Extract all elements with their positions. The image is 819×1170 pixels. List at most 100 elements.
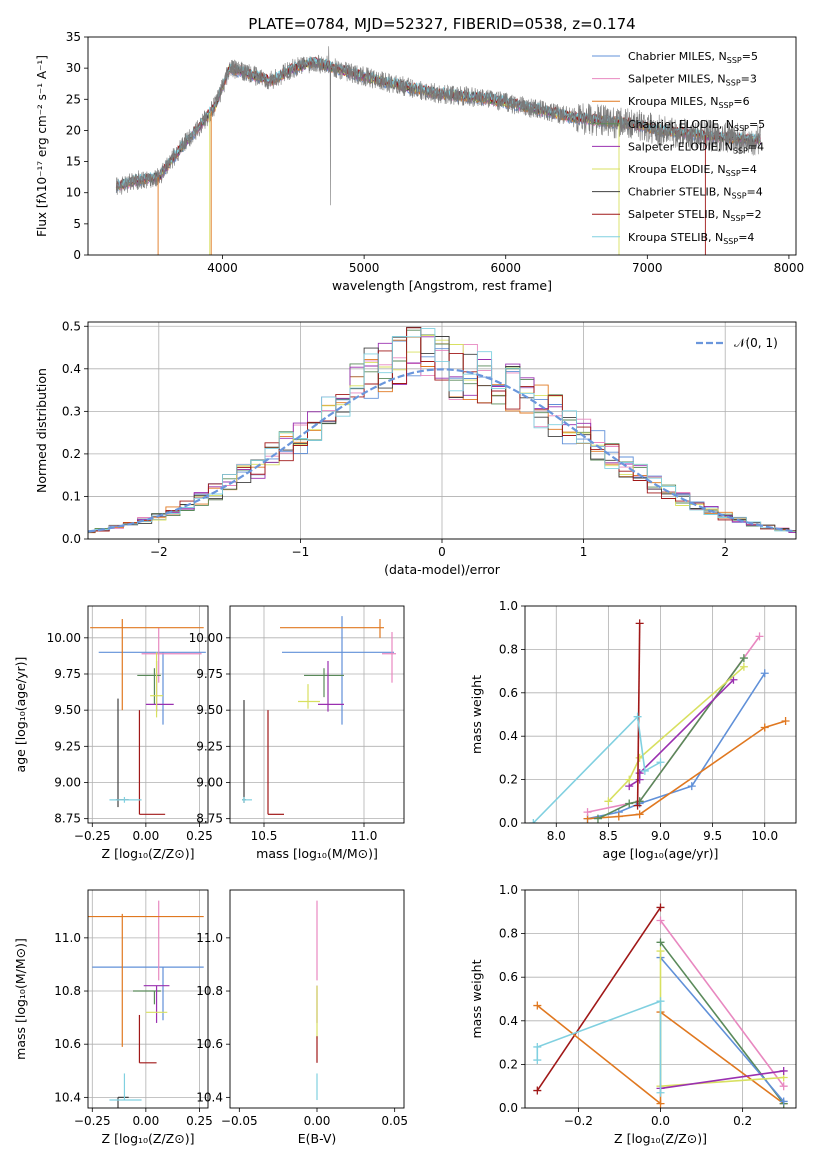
x-axis-label: (data-model)/error xyxy=(384,562,501,577)
weight-line-k_stelib xyxy=(532,714,661,823)
y-tick-label: 0.6 xyxy=(499,686,518,700)
weight-marker-s_elodie xyxy=(729,675,738,684)
weight_vs_Z-axes: −0.2 0.0 0.2 0.0 0.2 0.4 0.6 0.8 1.0 Z [log₁₀(Z/Z… xyxy=(469,883,796,1146)
weight-line-c_miles xyxy=(659,957,785,1103)
weight-marker-c_elodie xyxy=(656,938,665,947)
y-tick-label: 10.4 xyxy=(196,1090,223,1104)
weight-marker-c_miles xyxy=(779,1097,788,1106)
weight_vs_Z-lines xyxy=(533,903,788,1108)
weight-marker-c_elodie xyxy=(625,799,634,808)
histogram-s_miles xyxy=(88,343,796,533)
legend-label-k_miles: Kroupa MILES, NSSP=6 xyxy=(628,95,750,110)
residuals-legend: 𝒩(0, 1) xyxy=(696,336,778,350)
legend-label-k_elodie: Kroupa ELODIE, NSSP=4 xyxy=(628,163,757,178)
weight-marker-k_stelib xyxy=(656,1088,665,1097)
x-tick-label: −1 xyxy=(292,545,310,559)
y-tick-label: 0.3 xyxy=(62,404,81,418)
weight-marker-k_miles xyxy=(656,1099,665,1108)
x-tick-label: 0.25 xyxy=(186,1114,213,1128)
y-tick-label: 10.8 xyxy=(54,984,81,998)
x-tick-label: 6000 xyxy=(490,261,521,275)
spectrum-axes: 4000 5000 6000 7000 8000 0 5 10 15 20 25 30 35 wavele… xyxy=(35,30,804,293)
weight-marker-s_miles xyxy=(755,632,764,641)
y-tick-label: 20 xyxy=(66,123,81,137)
weight-marker-k_miles xyxy=(614,812,623,821)
normal-curve xyxy=(88,368,796,533)
weight-marker-k_miles xyxy=(533,1001,542,1010)
legend-label-c_miles: Chabrier MILES, NSSP=5 xyxy=(628,50,758,65)
weight_vs_age-frame xyxy=(524,605,797,824)
mass_vs_Z-axes: −0.25 0.00 0.25 10.4 10.6 10.8 11.0 Z [log₁₀(Z/… xyxy=(13,890,213,1146)
age_vs_Z-frame xyxy=(87,605,209,824)
x-tick-label: 0.00 xyxy=(304,1114,331,1128)
weight-marker-c_elodie xyxy=(593,814,602,823)
y-tick-label: 30 xyxy=(66,61,81,75)
x-axis-label: wavelength [Angstrom, rest frame] xyxy=(332,278,552,293)
weight-marker-s_miles xyxy=(583,808,592,817)
age_vs_Z-errorbars xyxy=(90,619,206,815)
weight-marker-k_stelib xyxy=(633,712,642,721)
x-tick-label: 4000 xyxy=(207,261,238,275)
mass_vs_Z-errorbars xyxy=(88,900,204,1108)
x-tick-label: 5000 xyxy=(349,261,380,275)
weight-line-c_elodie xyxy=(597,657,745,820)
weight-marker-k_stelib xyxy=(533,1042,542,1051)
x-axis-label: E(B-V) xyxy=(298,1131,337,1146)
weight-marker-s_elodie xyxy=(779,1066,788,1075)
weight-marker-k_elodie xyxy=(635,753,644,762)
weight-marker-s_stelib xyxy=(633,801,642,810)
weight-marker-k_stelib xyxy=(529,819,538,823)
x-tick-label: 0.05 xyxy=(381,1114,408,1128)
spectrum-data xyxy=(116,46,761,206)
y-tick-label: 0.2 xyxy=(62,447,81,461)
legend-label-normal: 𝒩(0, 1) xyxy=(734,336,778,350)
weight-marker-k_stelib xyxy=(533,1056,542,1065)
spectrum-frame xyxy=(87,36,797,256)
y-tick-label: 10.8 xyxy=(196,984,223,998)
y-tick-label: 8.75 xyxy=(196,812,223,826)
x-tick-label: 8.5 xyxy=(599,829,618,843)
y-tick-label: 8.75 xyxy=(54,812,81,826)
histogram-c_miles xyxy=(88,340,796,533)
y-axis-label: mass [log₁₀(M/M⊙)] xyxy=(13,938,28,1060)
y-tick-label: 11.0 xyxy=(196,931,223,945)
x-tick-label: −2 xyxy=(150,545,168,559)
x-tick-label: 0.00 xyxy=(132,829,159,843)
x-tick-label: −0.2 xyxy=(564,1114,593,1128)
legend-label-c_elodie: Chabrier ELODIE, NSSP=5 xyxy=(628,118,765,133)
y-tick-label: 35 xyxy=(66,30,81,44)
y-tick-label: 15 xyxy=(66,155,81,169)
y-tick-label: 0.4 xyxy=(62,362,81,376)
y-tick-label: 11.0 xyxy=(54,931,81,945)
y-axis-label: mass weight xyxy=(469,675,484,754)
x-tick-label: 7000 xyxy=(632,261,663,275)
weight-marker-k_stelib xyxy=(656,997,665,1006)
y-tick-label: 9.75 xyxy=(54,667,81,681)
y-tick-label: 0.0 xyxy=(499,1101,518,1115)
legend-label-s_stelib: Salpeter STELIB, NSSP=2 xyxy=(628,208,762,223)
y-tick-label: 0.2 xyxy=(499,773,518,787)
y-tick-label: 0.1 xyxy=(62,489,81,503)
y-tick-label: 0 xyxy=(73,248,81,262)
weight-marker-k_miles xyxy=(635,810,644,819)
x-tick-label: 0 xyxy=(438,545,446,559)
y-tick-label: 5 xyxy=(73,217,81,231)
y-axis-label: Flux [fλ10⁻¹⁷ erg cm⁻² s⁻¹ A⁻¹] xyxy=(35,55,49,237)
y-axis-label: mass weight xyxy=(469,959,484,1038)
age_vs_Z-axes: −0.25 0.00 0.25 8.75 9.00 9.25 9.50 9.75 10.00 Z … xyxy=(13,606,213,861)
weight-line-s_miles xyxy=(587,635,761,813)
x-tick-label: −0.25 xyxy=(74,829,111,843)
x-tick-label: 10.5 xyxy=(251,829,278,843)
weight-line-k_stelib xyxy=(536,1000,662,1093)
x-tick-label: 0.25 xyxy=(186,829,213,843)
y-tick-label: 9.50 xyxy=(54,703,81,717)
spectrum-lines xyxy=(115,46,761,255)
y-tick-label: 9.75 xyxy=(196,667,223,681)
x-tick-label: 9.0 xyxy=(651,829,670,843)
x-tick-label: −0.25 xyxy=(74,1114,111,1128)
y-axis-label: age [log₁₀(age/yr)] xyxy=(13,657,28,773)
mass_vs_ebv-axes: −0.05 0.00 0.05 10.4 10.6 10.8 11.0 E(B-V) xyxy=(196,931,408,1146)
weight_vs_Z-frame xyxy=(524,889,797,1109)
age_vs_mass-frame xyxy=(229,605,405,824)
